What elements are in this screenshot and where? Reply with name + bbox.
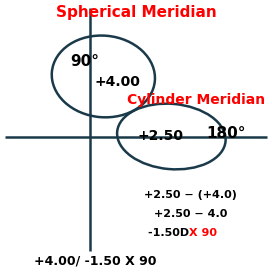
Text: Cylinder Meridian: Cylinder Meridian [127, 93, 265, 107]
Text: 180°: 180° [206, 126, 246, 141]
Text: +4.00/ -1.50 X 90: +4.00/ -1.50 X 90 [34, 254, 156, 267]
Text: +2.50: +2.50 [137, 129, 184, 144]
Text: -1.50D: -1.50D [148, 229, 193, 238]
Text: Spherical Meridian: Spherical Meridian [56, 5, 216, 20]
Text: 90°: 90° [70, 54, 99, 69]
Text: +4.00: +4.00 [94, 75, 140, 89]
Text: X 90: X 90 [189, 229, 217, 238]
Text: +2.50 − (+4.0): +2.50 − (+4.0) [144, 190, 237, 200]
Text: +2.50 − 4.0: +2.50 − 4.0 [154, 209, 227, 219]
